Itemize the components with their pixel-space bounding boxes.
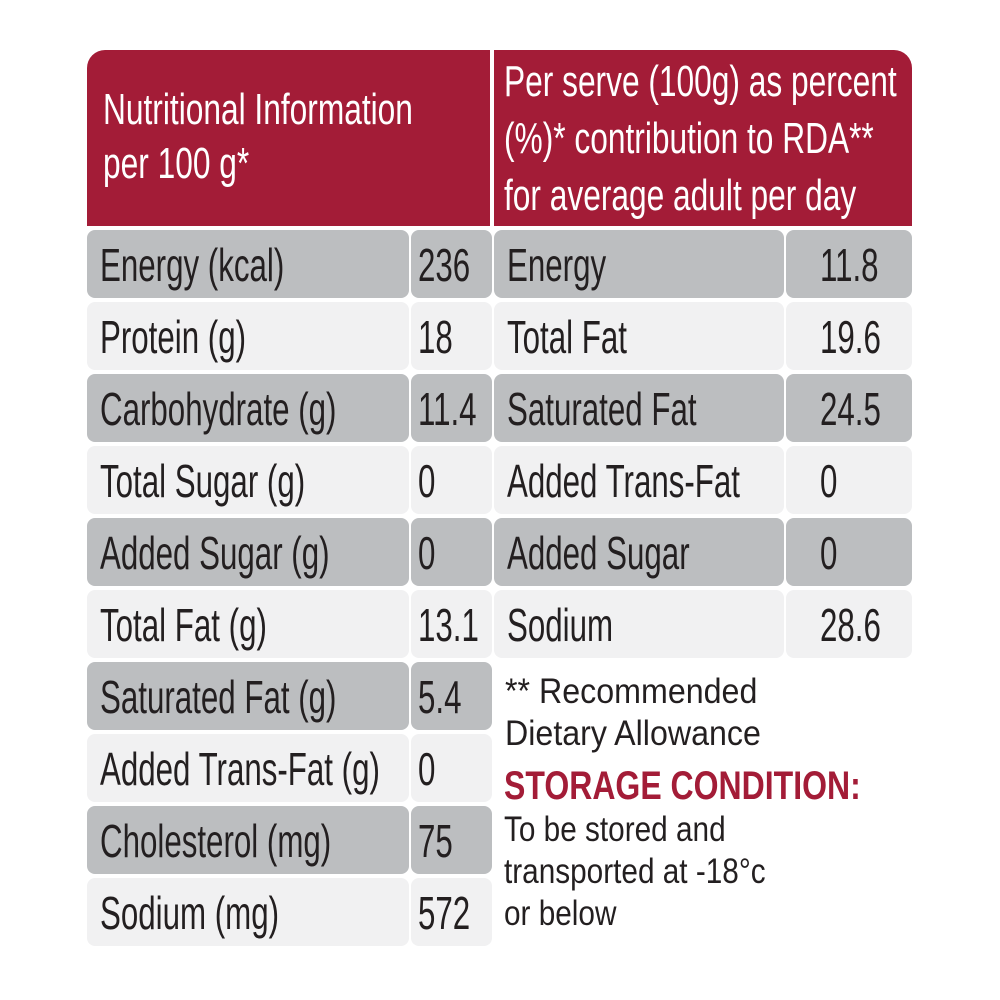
row-bg xyxy=(411,446,492,514)
row-label: Added Sugar (g) xyxy=(100,527,330,579)
row-bg xyxy=(411,734,492,802)
row-value: 11.8 xyxy=(820,239,879,291)
row-bg xyxy=(411,374,492,442)
row-bg xyxy=(87,878,409,946)
row-value: 75 xyxy=(418,815,453,867)
row-label: Energy xyxy=(507,239,607,291)
row-bg xyxy=(87,446,409,514)
row-label: Protein (g) xyxy=(100,311,247,363)
row-bg xyxy=(786,374,912,442)
row-bg xyxy=(87,734,409,802)
header-text: (%)* contribution to RDA** xyxy=(504,114,874,163)
row-bg xyxy=(87,302,409,370)
row-label: Saturated Fat xyxy=(507,383,697,435)
header-text: Per serve (100g) as percent xyxy=(504,57,897,106)
row-bg xyxy=(494,230,784,298)
row-bg xyxy=(494,446,784,514)
note-text: ** Recommended xyxy=(505,672,758,711)
row-bg xyxy=(87,590,409,658)
row-bg xyxy=(411,302,492,370)
row-bg xyxy=(411,878,492,946)
row-label: Added Sugar xyxy=(507,527,690,579)
row-bg xyxy=(494,374,784,442)
row-bg xyxy=(494,302,784,370)
row-label: Total Fat (g) xyxy=(100,599,267,651)
row-value: 0 xyxy=(820,527,838,579)
row-value: 0 xyxy=(820,455,838,507)
storage-text: or below xyxy=(504,894,617,933)
row-bg xyxy=(786,590,912,658)
row-label: Sodium (mg) xyxy=(100,887,280,939)
row-value: 13.1 xyxy=(418,599,479,651)
row-bg xyxy=(786,302,912,370)
row-bg xyxy=(87,374,409,442)
row-value: 11.4 xyxy=(418,383,477,435)
row-value: 19.6 xyxy=(820,311,881,363)
row-label: Energy (kcal) xyxy=(100,239,285,291)
storage-text: transported at -18°c xyxy=(504,852,766,891)
header-text: per 100 g* xyxy=(103,139,250,188)
row-bg xyxy=(411,590,492,658)
row-bg xyxy=(494,590,784,658)
row-label: Saturated Fat (g) xyxy=(100,671,337,723)
row-bg xyxy=(411,518,492,586)
row-label: Total Sugar (g) xyxy=(100,455,306,507)
row-value: 5.4 xyxy=(418,671,462,723)
row-value: 0 xyxy=(418,527,436,579)
row-label: Added Trans-Fat (g) xyxy=(100,743,380,795)
row-bg xyxy=(411,230,492,298)
row-value: 572 xyxy=(418,887,471,939)
storage-title: STORAGE CONDITION: xyxy=(504,764,861,808)
row-label: Sodium xyxy=(507,599,614,651)
row-bg xyxy=(411,806,492,874)
row-bg xyxy=(87,518,409,586)
row-value: 24.5 xyxy=(820,383,881,435)
row-value: 18 xyxy=(418,311,453,363)
row-value: 28.6 xyxy=(820,599,881,651)
row-bg xyxy=(87,230,409,298)
header-text: for average adult per day xyxy=(504,171,857,220)
storage-text: To be stored and xyxy=(504,810,726,849)
row-label: Cholesterol (mg) xyxy=(100,815,332,867)
row-bg xyxy=(87,662,409,730)
row-bg xyxy=(786,518,912,586)
row-bg xyxy=(411,662,492,730)
header-right xyxy=(494,50,912,226)
header-left xyxy=(87,50,490,226)
row-label: Carbohydrate (g) xyxy=(100,383,337,435)
note-text: Dietary Allowance xyxy=(505,714,761,753)
row-bg xyxy=(786,446,912,514)
row-bg xyxy=(87,806,409,874)
header-text: Nutritional Information xyxy=(103,85,413,134)
row-value: 0 xyxy=(418,743,436,795)
row-label: Total Fat xyxy=(507,311,627,363)
row-bg xyxy=(494,518,784,586)
row-value: 0 xyxy=(418,455,436,507)
row-bg xyxy=(786,230,912,298)
row-label: Added Trans-Fat xyxy=(507,455,740,507)
row-value: 236 xyxy=(418,239,471,291)
